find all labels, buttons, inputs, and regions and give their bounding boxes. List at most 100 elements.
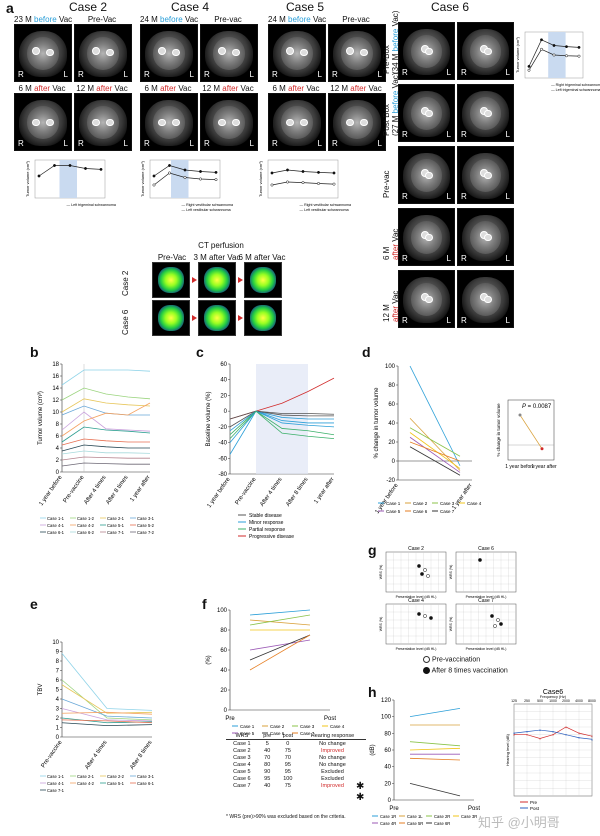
- panel-e-letter: e: [30, 596, 38, 612]
- left-marker: L: [446, 192, 451, 201]
- left-marker: L: [189, 139, 194, 148]
- y-tick-label-d: 60: [388, 402, 395, 408]
- series-line-b-6: [61, 426, 151, 443]
- right-marker: R: [402, 254, 408, 263]
- mini-chart-point-case4-0-2: [183, 168, 187, 172]
- x-tick-label-h: Post: [468, 806, 480, 812]
- mini-chart-point-case5-1-0: [270, 183, 274, 187]
- pre-header: pre: [257, 732, 277, 740]
- y-tick-label-c: -40: [218, 441, 227, 447]
- table-cell: No change: [319, 754, 346, 761]
- y-axis-label-h: (dB): [370, 744, 376, 755]
- series-line-d-1: [409, 417, 461, 471]
- y-tick-label-e: 8: [56, 659, 60, 665]
- x-tick-label-d: 1 year after: [451, 483, 473, 511]
- table-cell: Case 4: [233, 761, 251, 768]
- legend-text-e: Case 7-1: [47, 788, 65, 793]
- series-line-d-0: [409, 365, 461, 466]
- series-line-b-1: [61, 387, 151, 401]
- series-line-e-1: [61, 679, 153, 721]
- legend-text-h: Case 4R: [380, 821, 396, 826]
- series-line-d-6: [409, 446, 461, 476]
- legend-text-b: Case 4-1: [47, 523, 65, 528]
- series-line-b-7: [61, 438, 150, 446]
- table-cell: 90: [264, 768, 271, 775]
- series-line-d-4: [409, 436, 461, 473]
- ct-arrow-icon: [192, 277, 197, 283]
- table-cell: Excluded: [321, 775, 344, 782]
- audiogram-xlabel: Frequency (Hz): [540, 695, 567, 699]
- table-cell: 70: [284, 754, 291, 761]
- left-marker: L: [505, 68, 510, 77]
- g-dot: [493, 624, 497, 628]
- y-tick-label-h: 40: [384, 765, 391, 771]
- d-inset-point-after: [540, 447, 544, 451]
- legend-text-e: Case 5-1: [107, 781, 125, 786]
- g-ylabel: WRS (%): [379, 617, 383, 632]
- mini-chart-point-case6-0-4: [577, 45, 581, 49]
- series-line-e-2: [61, 684, 153, 714]
- legend-text-h: Case 1R: [380, 814, 396, 819]
- y-tick-label-b: 6: [56, 434, 60, 440]
- p-value: = 0.0087: [526, 404, 552, 410]
- audiogram-freq-label: 125: [511, 699, 517, 703]
- series-line-f-2: [249, 614, 311, 626]
- left-marker: L: [505, 192, 510, 201]
- wrs-header: WRS: [226, 732, 258, 740]
- table-cell: Case 2: [233, 747, 251, 754]
- y-tick-label-c: 20: [220, 393, 227, 399]
- y-tick-label-f: 100: [217, 608, 228, 614]
- series-line-e-8: [61, 722, 153, 727]
- ct-col-6m: 6 M after Vac: [238, 253, 286, 262]
- g-dot: [490, 614, 494, 618]
- y-tick-label-c: 0: [224, 409, 228, 415]
- table-row: Case 6 95 100 Excluded: [226, 775, 366, 782]
- case-5-title: Case 5: [285, 0, 325, 14]
- series-line-c-4: [229, 410, 334, 428]
- table-cell: 80: [264, 761, 271, 768]
- case4-label-br: 12 M after Vac: [202, 84, 254, 93]
- mini-chart-point-case5-0-2: [301, 170, 305, 173]
- audiogram-marker: ×: [565, 732, 568, 737]
- case5-label-tl: 24 M before Vac: [268, 15, 327, 24]
- mini-chart-point-case5-1-2: [301, 181, 305, 185]
- mini-chart-ylabel-case6: Tumor volume (cm³): [515, 36, 520, 73]
- panel-a-mini-charts: Tumor volume (cm³) — Left trigeminal schw…: [25, 31, 600, 212]
- legend-text-b: Case 3-1: [137, 516, 155, 521]
- y-tick-label-d: -20: [386, 478, 395, 484]
- case4-label-tr: Pre-vac: [214, 15, 242, 24]
- g-dot: [417, 612, 421, 616]
- y-tick-label-e: 7: [56, 669, 60, 675]
- g-subpanel-title: Case 4: [408, 598, 424, 604]
- right-marker: R: [332, 139, 338, 148]
- series-line-c-5: [229, 410, 335, 420]
- x-tick-label-e: Pre-vaccine: [41, 739, 64, 769]
- audiogram-line-1: [513, 729, 593, 740]
- right-marker: R: [144, 139, 150, 148]
- d-inset-point-before: [518, 413, 522, 417]
- x-tick-label-h: Pre: [389, 806, 399, 812]
- series-line-c-6: [229, 410, 335, 432]
- table-cell: 70: [264, 754, 271, 761]
- mini-chart-point-case4-0-1: [168, 164, 171, 167]
- left-marker: L: [249, 139, 254, 148]
- series-line-d-5: [409, 441, 461, 462]
- y-tick-label-c: 60: [220, 362, 227, 368]
- mini-chart-point-case6-1-4: [577, 54, 581, 58]
- mini-chart-point-case5-1-1: [286, 180, 289, 184]
- g-xlabel: Presentation level (dB HL): [466, 595, 507, 599]
- case-2-title: Case 2: [68, 0, 108, 14]
- audiogram-freq-label: 1000: [549, 699, 557, 703]
- series-line-e-3: [61, 698, 153, 719]
- left-marker: L: [317, 70, 322, 79]
- series-line-e-5: [61, 711, 153, 715]
- y-tick-label-f: 80: [220, 628, 227, 634]
- y-tick-label-f: 0: [224, 708, 228, 714]
- legend-text-c: Minor response: [249, 520, 284, 526]
- audiogram-marker: ×: [539, 728, 542, 733]
- watermark: 知乎 @小明哥: [478, 815, 560, 830]
- x-tick-label-e: After 4 times: [84, 740, 108, 771]
- case2-label-bl: 6 M after Vac: [18, 84, 66, 93]
- mini-chart-point-case6-0-2: [552, 44, 556, 47]
